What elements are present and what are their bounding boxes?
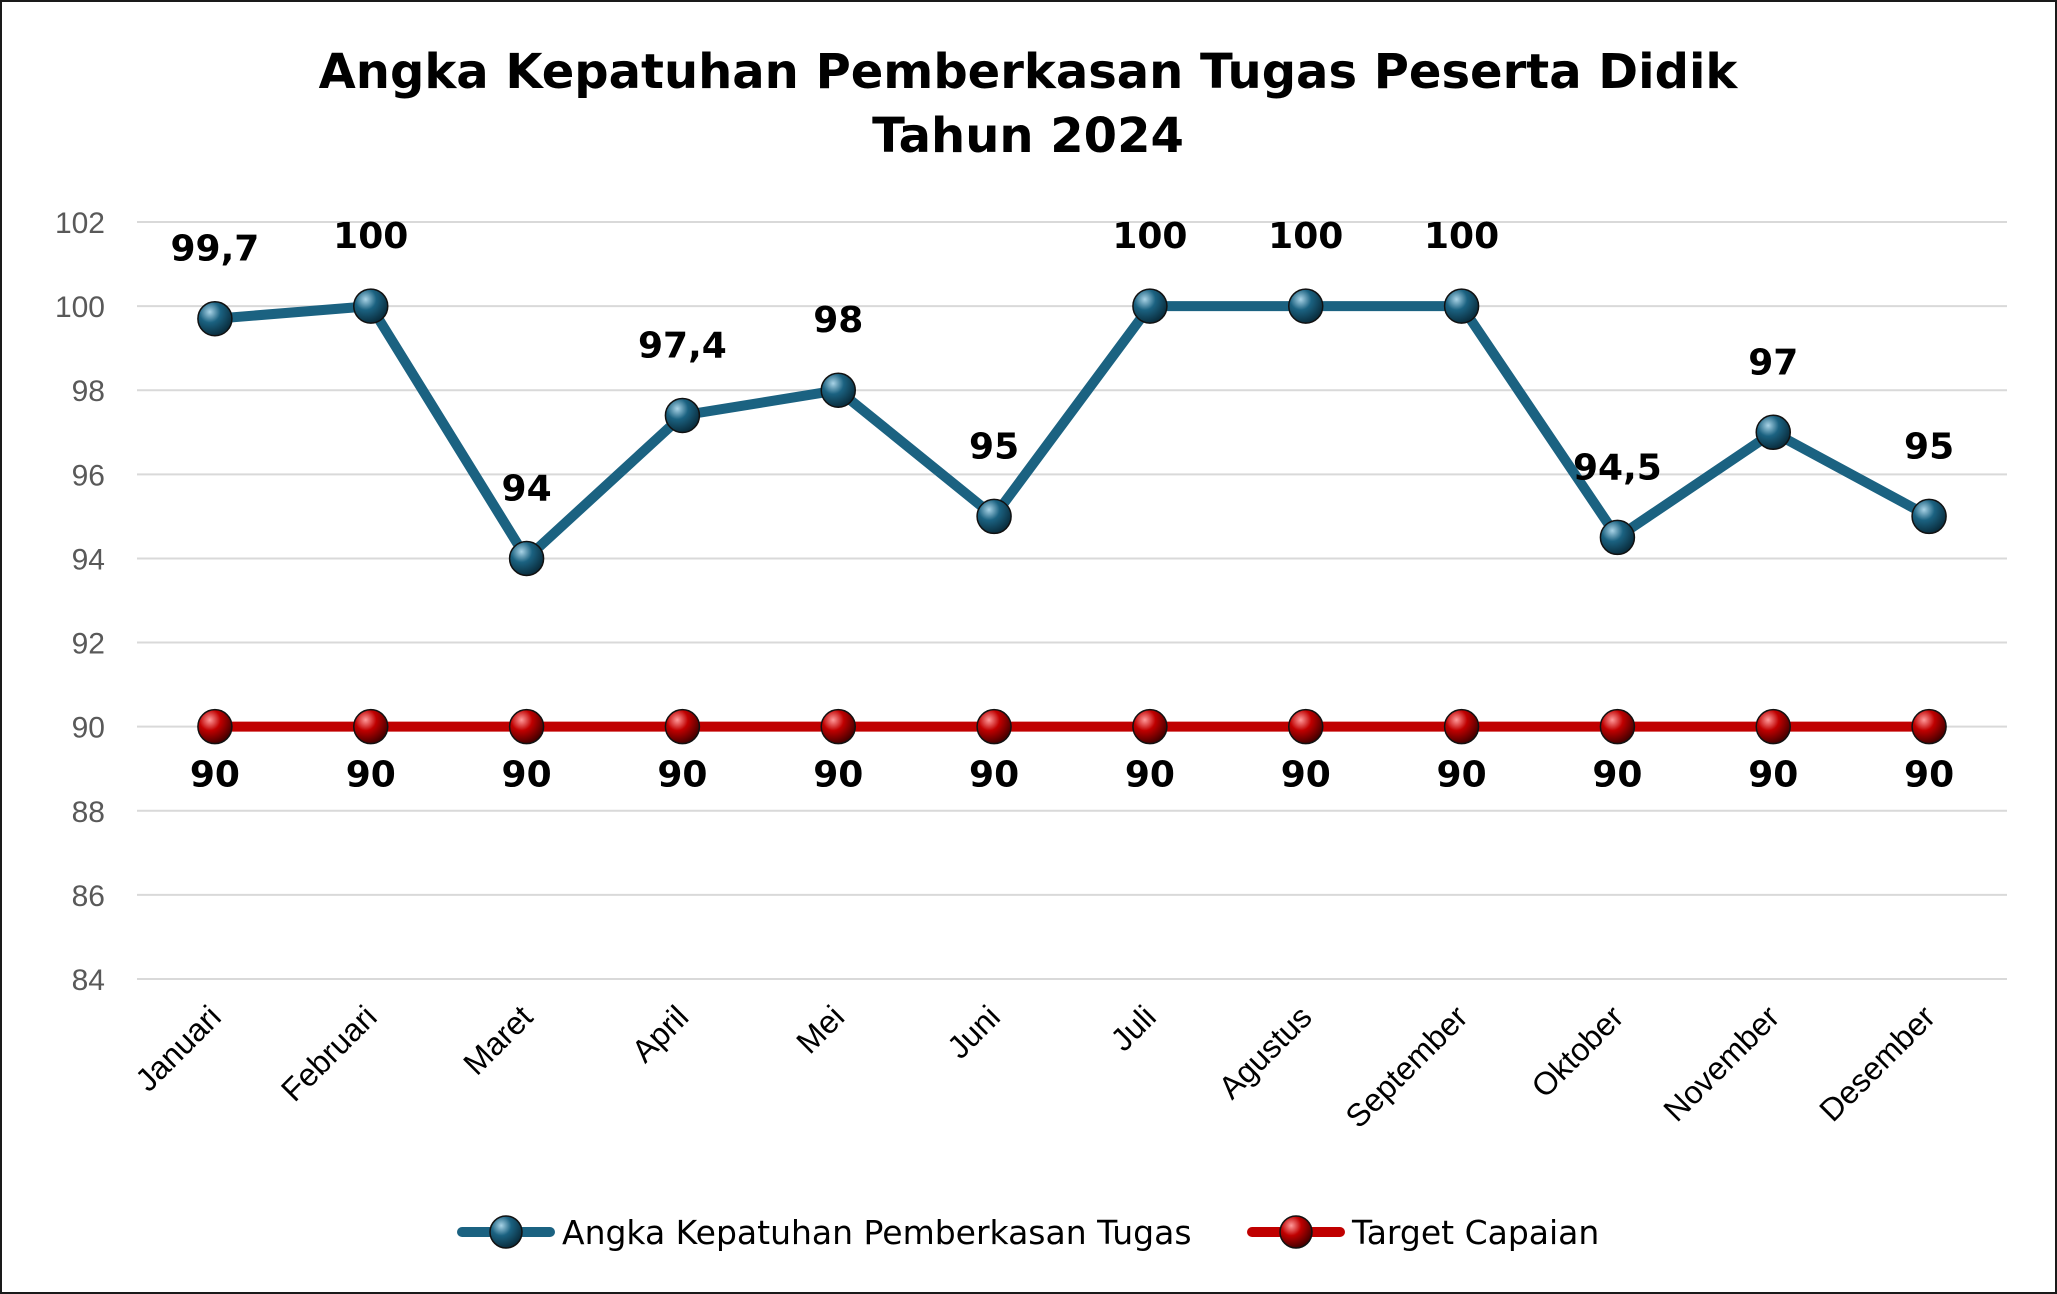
- data-label: 99,7: [171, 229, 260, 270]
- y-tick-label: 102: [55, 207, 105, 240]
- y-tick-label: 96: [72, 459, 105, 492]
- data-point: [1755, 414, 1791, 451]
- data-label: 100: [1424, 216, 1499, 257]
- chart-subtitle: Tahun 2024: [872, 108, 1184, 164]
- data-label: 100: [1268, 216, 1343, 257]
- data-label: 90: [190, 755, 240, 796]
- x-tick-label: Juli: [1103, 998, 1162, 1057]
- y-axis-ticks: 84 86 88 90 92 94 96 98 100 102: [55, 207, 105, 997]
- legend-item: Angka Kepatuhan Pemberkasan Tugas: [457, 1213, 1192, 1252]
- legend-label: Target Capaian: [1351, 1213, 1599, 1252]
- data-point: [197, 708, 233, 745]
- data-label: 94,5: [1573, 447, 1662, 488]
- legend-swatch-marker: [1279, 1215, 1313, 1249]
- y-tick-label: 98: [72, 375, 105, 408]
- data-label: 90: [502, 755, 552, 796]
- data-label: 90: [1748, 755, 1798, 796]
- x-tick-label: Maret: [456, 998, 539, 1081]
- data-point: [1599, 708, 1636, 745]
- legend-label: Angka Kepatuhan Pemberkasan Tugas: [562, 1213, 1192, 1252]
- data-point: [1755, 708, 1791, 745]
- y-tick-label: 92: [72, 628, 105, 661]
- data-point: [353, 288, 389, 324]
- data-point: [1132, 708, 1168, 745]
- x-tick-label: Oktober: [1524, 998, 1630, 1104]
- x-tick-label: Agustus: [1211, 998, 1318, 1105]
- x-tick-label: September: [1338, 998, 1474, 1134]
- data-point: [1288, 288, 1324, 324]
- data-label: 95: [1904, 426, 1954, 467]
- data-point: [1911, 708, 1947, 745]
- data-point: [1443, 288, 1480, 324]
- data-point: [508, 540, 545, 577]
- data-label: 90: [1281, 755, 1331, 796]
- data-point: [508, 708, 545, 745]
- data-point: [976, 708, 1012, 745]
- gridlines: [137, 221, 2007, 980]
- data-label: 90: [1125, 755, 1175, 796]
- data-point: [353, 708, 389, 745]
- data-point: [664, 708, 701, 745]
- x-tick-label: Januari: [128, 998, 228, 1098]
- y-tick-label: 90: [72, 712, 105, 745]
- x-tick-label: Februari: [274, 998, 384, 1108]
- data-point: [197, 300, 233, 337]
- data-point: [664, 397, 701, 434]
- data-label: 97: [1748, 342, 1798, 383]
- series-line: [209, 301, 1935, 564]
- chart-title: Angka Kepatuhan Pemberkasan Tugas Pesert…: [319, 44, 1739, 100]
- data-point: [1911, 498, 1947, 535]
- data-labels: 99,7 100 94 97,4 98 95 100 100 100 94,5 97 95 90 90 90…: [171, 216, 1955, 796]
- data-point: [820, 708, 856, 745]
- y-tick-label: 88: [72, 796, 105, 829]
- series-group: [197, 288, 1947, 745]
- data-label: 100: [1112, 216, 1187, 257]
- x-tick-label: Mei: [789, 998, 851, 1060]
- data-label: 90: [346, 755, 396, 796]
- y-tick-label: 86: [72, 880, 105, 913]
- data-point: [1288, 708, 1324, 745]
- data-label: 95: [969, 426, 1019, 467]
- data-label: 100: [333, 216, 408, 257]
- legend-item: Target Capaian: [1247, 1213, 1599, 1252]
- data-point: [1132, 288, 1168, 324]
- data-label: 90: [813, 755, 863, 796]
- data-label: 90: [1437, 755, 1487, 796]
- data-point: [1599, 519, 1636, 556]
- y-tick-label: 94: [72, 543, 105, 576]
- legend: Angka Kepatuhan Pemberkasan Tugas Target …: [457, 1213, 1599, 1252]
- data-label: 90: [657, 755, 707, 796]
- y-tick-label: 100: [55, 291, 105, 324]
- legend-swatch-marker: [489, 1215, 523, 1249]
- x-axis-ticks: Januari Februari Maret April Mei Juni Juli Agus…: [128, 998, 1942, 1134]
- data-point: [976, 498, 1012, 535]
- y-tick-label: 84: [72, 964, 105, 997]
- x-tick-label: April: [625, 998, 696, 1069]
- data-label: 90: [969, 755, 1019, 796]
- data-point: [820, 372, 856, 408]
- data-label: 90: [1904, 755, 1954, 796]
- data-label: 98: [813, 300, 863, 341]
- data-label: 90: [1592, 755, 1642, 796]
- data-point: [1443, 708, 1480, 745]
- data-label: 97,4: [638, 325, 727, 366]
- data-label: 94: [502, 468, 552, 509]
- x-tick-label: Desember: [1812, 998, 1942, 1128]
- x-tick-label: November: [1656, 998, 1786, 1128]
- x-tick-label: Juni: [940, 998, 1007, 1065]
